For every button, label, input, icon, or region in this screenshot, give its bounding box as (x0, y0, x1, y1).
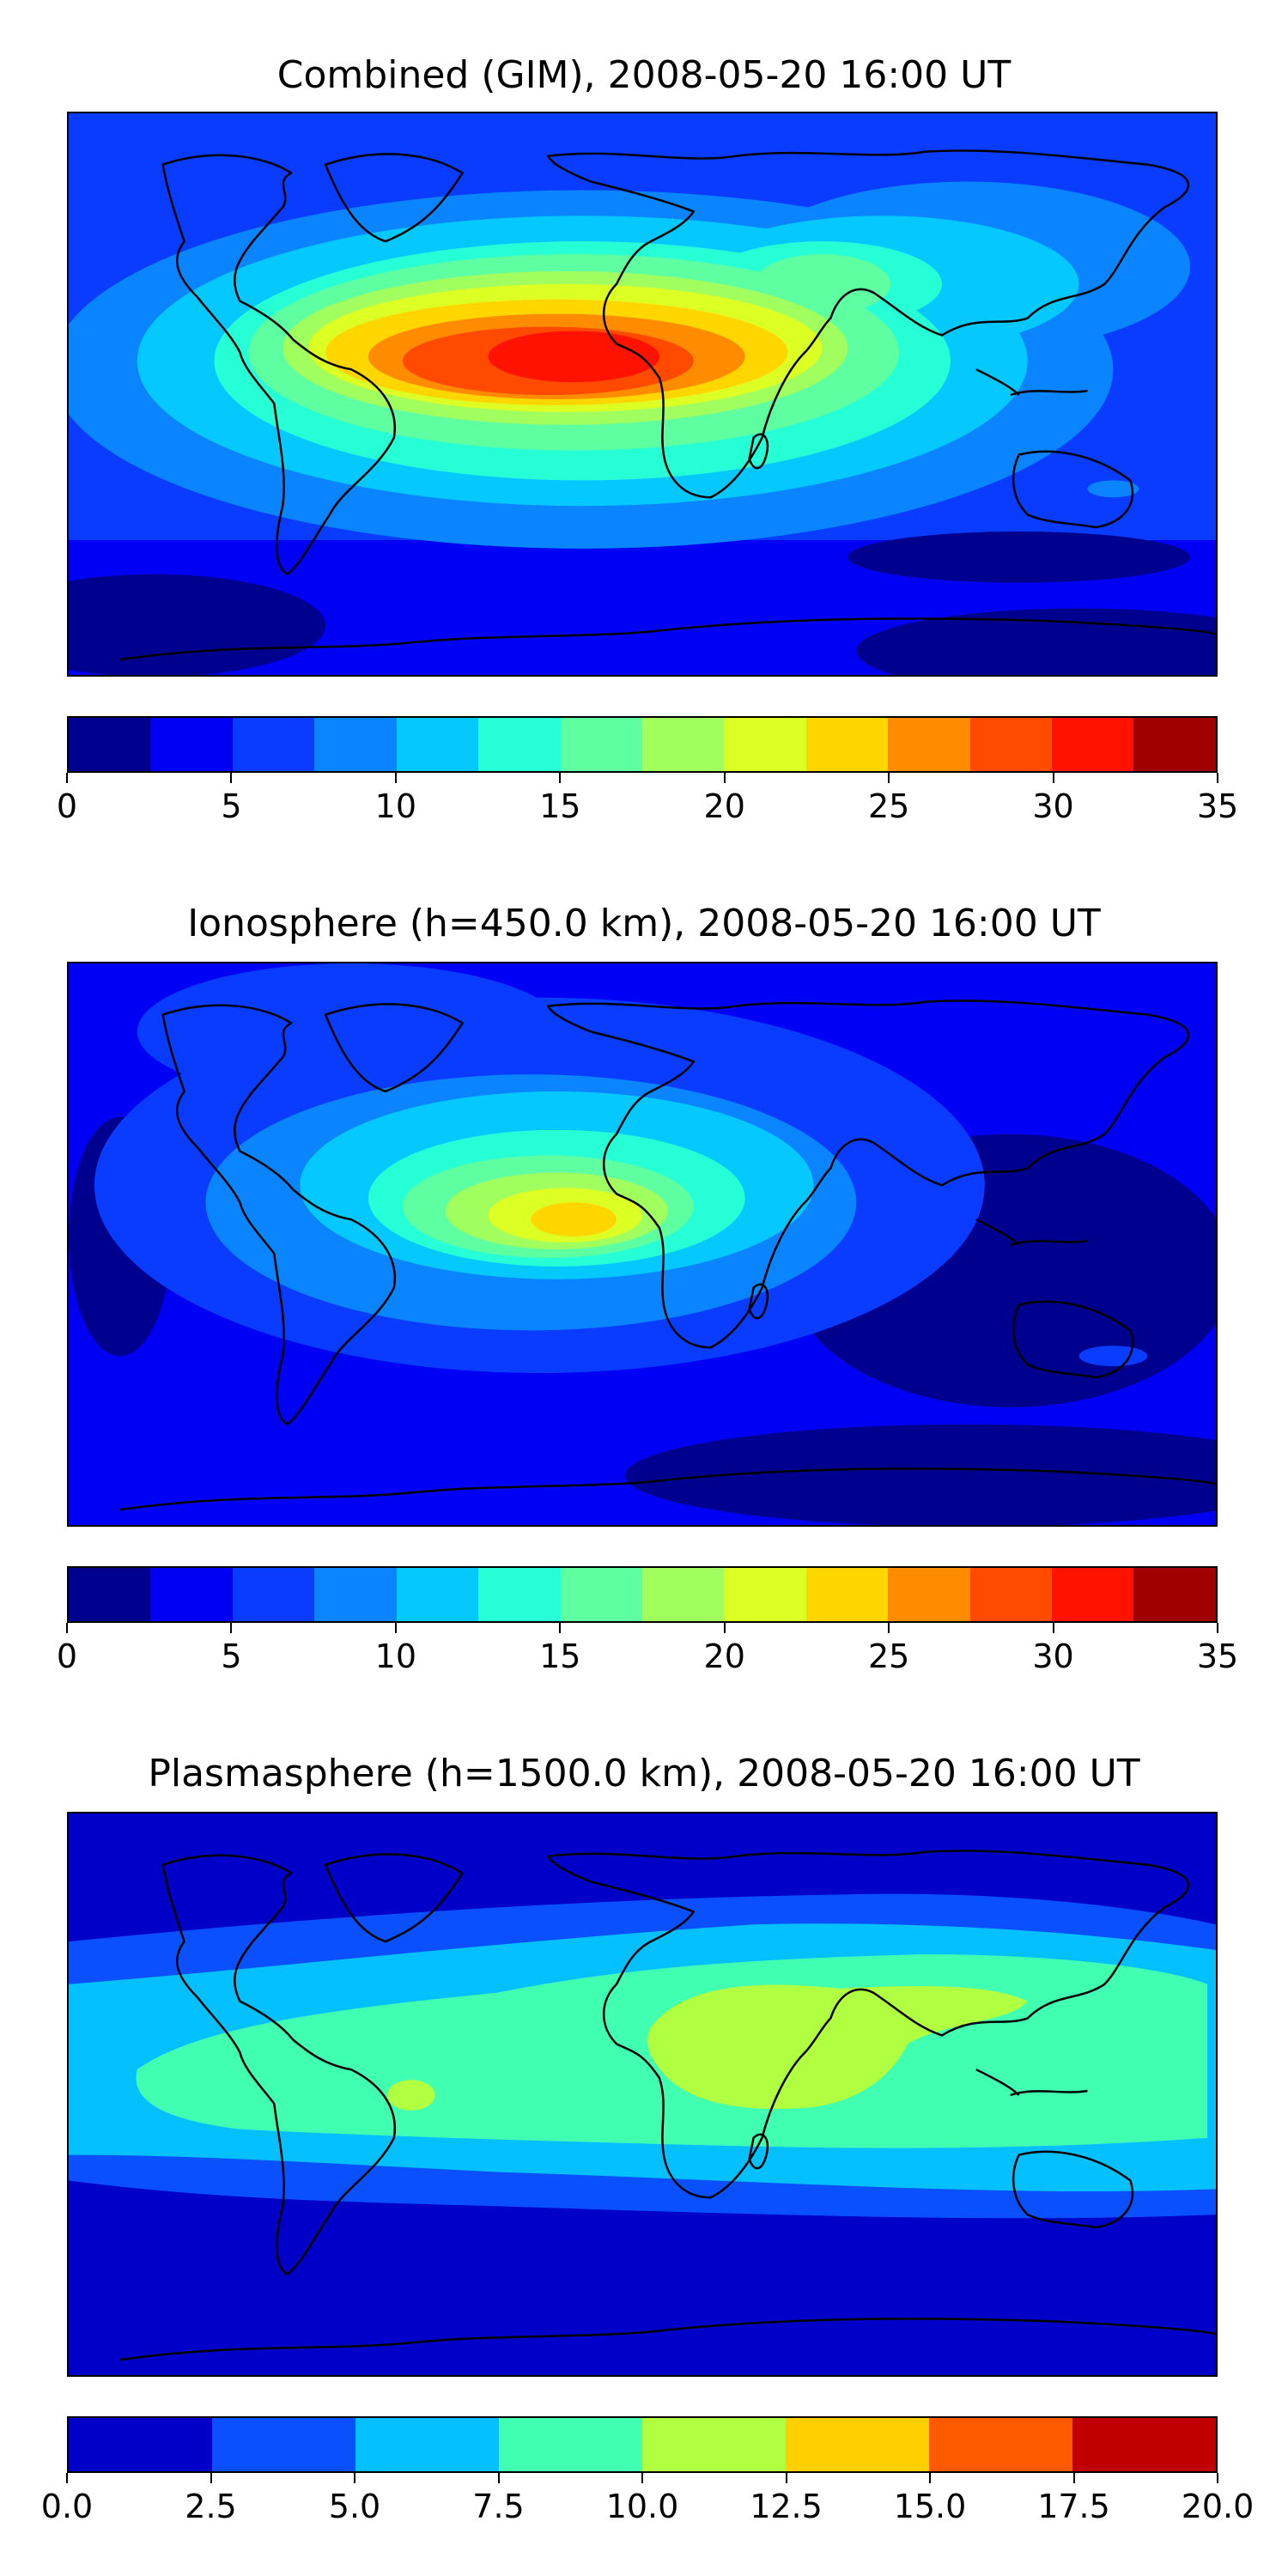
ionosphere-contour-map (69, 963, 1216, 1525)
colorbar-tick-label: 20 (703, 1637, 745, 1675)
plasmasphere-contour-map (69, 1814, 1216, 2375)
colorbar-swatch (355, 2418, 499, 2471)
colorbar-tick-label: 0.0 (40, 2488, 94, 2525)
colorbar-tick-label: 5 (221, 1637, 242, 1675)
colorbar-tick-label: 17.5 (1037, 2488, 1110, 2525)
colorbar-swatch (69, 718, 151, 771)
colorbar-swatch (969, 718, 1053, 771)
plasmasphere-map (67, 1812, 1218, 2377)
colorbar-tick-label: 20.0 (1181, 2488, 1255, 2525)
colorbar-tick-label: 0 (56, 787, 78, 825)
colorbar-swatch (805, 718, 889, 771)
colorbar-tick-label: 12.5 (750, 2488, 823, 2525)
plasmasphere-colorbar-ticks: 0.0 2.5 5.0 7.5 10.0 12.5 15.0 17.5 20.0 (41, 2473, 1254, 2525)
colorbar-swatch (1133, 718, 1216, 771)
colorbar-tick-label: 15 (539, 1637, 581, 1675)
colorbar-swatch (69, 1568, 151, 1621)
combined-contour-map (69, 113, 1216, 675)
colorbar-tick-label: 2.5 (185, 2488, 237, 2525)
colorbar-swatch (396, 1568, 479, 1621)
colorbar-swatch (641, 718, 725, 771)
colorbar-tick-label: 5.0 (328, 2488, 381, 2525)
colorbar-tick-label: 35 (1196, 1637, 1239, 1675)
colorbar-swatch (478, 718, 561, 771)
colorbar-tick-label: 0 (56, 1637, 78, 1675)
ionosphere-colorbar (67, 1566, 1218, 1623)
colorbar-swatch (724, 1568, 806, 1621)
colorbar-swatch (1052, 1568, 1134, 1621)
colorbar-tick-label: 10 (374, 1637, 417, 1675)
colorbar-tick-label: 25 (867, 787, 910, 825)
colorbar-swatch (1072, 2418, 1216, 2471)
colorbar-swatch (642, 2418, 786, 2471)
colorbar-swatch (150, 1568, 233, 1621)
colorbar-tick-label: 30 (1032, 1637, 1074, 1675)
colorbar-swatch (888, 1568, 970, 1621)
colorbar-tick-label: 35 (1196, 787, 1239, 825)
colorbar-tick-label: 25 (867, 1637, 910, 1675)
combined-colorbar (67, 716, 1218, 773)
ionosphere-coastlines (119, 999, 1216, 1511)
colorbar-swatch (478, 1568, 561, 1621)
ionosphere-colorbar-ticks: 0 5 10 15 20 25 30 35 (57, 1623, 1238, 1675)
colorbar-swatch (1133, 1568, 1216, 1621)
combined-colorbar-ticks: 0 5 10 15 20 25 30 35 (57, 773, 1238, 825)
colorbar-swatch (314, 1568, 397, 1621)
colorbar-tick-label: 15 (539, 787, 581, 825)
colorbar-swatch (560, 1568, 642, 1621)
combined-map (67, 112, 1218, 677)
colorbar-swatch (212, 2418, 355, 2471)
ionosphere-map (67, 962, 1218, 1527)
combined-coastlines (119, 149, 1216, 661)
combined-tec-field (69, 113, 1216, 675)
combined-title: Combined (GIM), 2008-05-20 16:00 UT (276, 53, 1012, 97)
plasmasphere-tec-field (69, 1814, 1216, 2375)
colorbar-swatch (929, 2418, 1072, 2471)
plasmasphere-colorbar (67, 2416, 1218, 2473)
colorbar-swatch (232, 1568, 315, 1621)
colorbar-tick-label: 10.0 (605, 2488, 679, 2525)
colorbar-swatch (314, 718, 397, 771)
ionosphere-tec-field (69, 963, 1216, 1525)
colorbar-tick-label: 15.0 (893, 2488, 967, 2525)
colorbar-swatch (969, 1568, 1053, 1621)
colorbar-swatch (69, 2418, 212, 2471)
colorbar-swatch (232, 718, 315, 771)
colorbar-tick-label: 10 (374, 787, 417, 825)
plasmasphere-coastlines (119, 1850, 1216, 2361)
colorbar-swatch (150, 718, 233, 771)
colorbar-swatch (1052, 718, 1134, 771)
colorbar-swatch (786, 2418, 929, 2471)
colorbar-swatch (888, 718, 970, 771)
colorbar-tick-label: 7.5 (472, 2488, 525, 2525)
colorbar-swatch (560, 718, 642, 771)
colorbar-swatch (396, 718, 479, 771)
colorbar-swatch (499, 2418, 642, 2471)
colorbar-tick-label: 5 (221, 787, 242, 825)
plasmasphere-title: Plasmasphere (h=1500.0 km), 2008-05-20 1… (148, 1752, 1140, 1795)
colorbar-tick-label: 20 (703, 787, 745, 825)
colorbar-swatch (805, 1568, 889, 1621)
colorbar-swatch (724, 718, 806, 771)
colorbar-swatch (641, 1568, 725, 1621)
colorbar-tick-label: 30 (1032, 787, 1074, 825)
ionosphere-title: Ionosphere (h=450.0 km), 2008-05-20 16:0… (187, 902, 1101, 945)
